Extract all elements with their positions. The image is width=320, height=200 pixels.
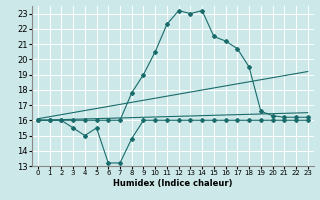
X-axis label: Humidex (Indice chaleur): Humidex (Indice chaleur) [113,179,233,188]
